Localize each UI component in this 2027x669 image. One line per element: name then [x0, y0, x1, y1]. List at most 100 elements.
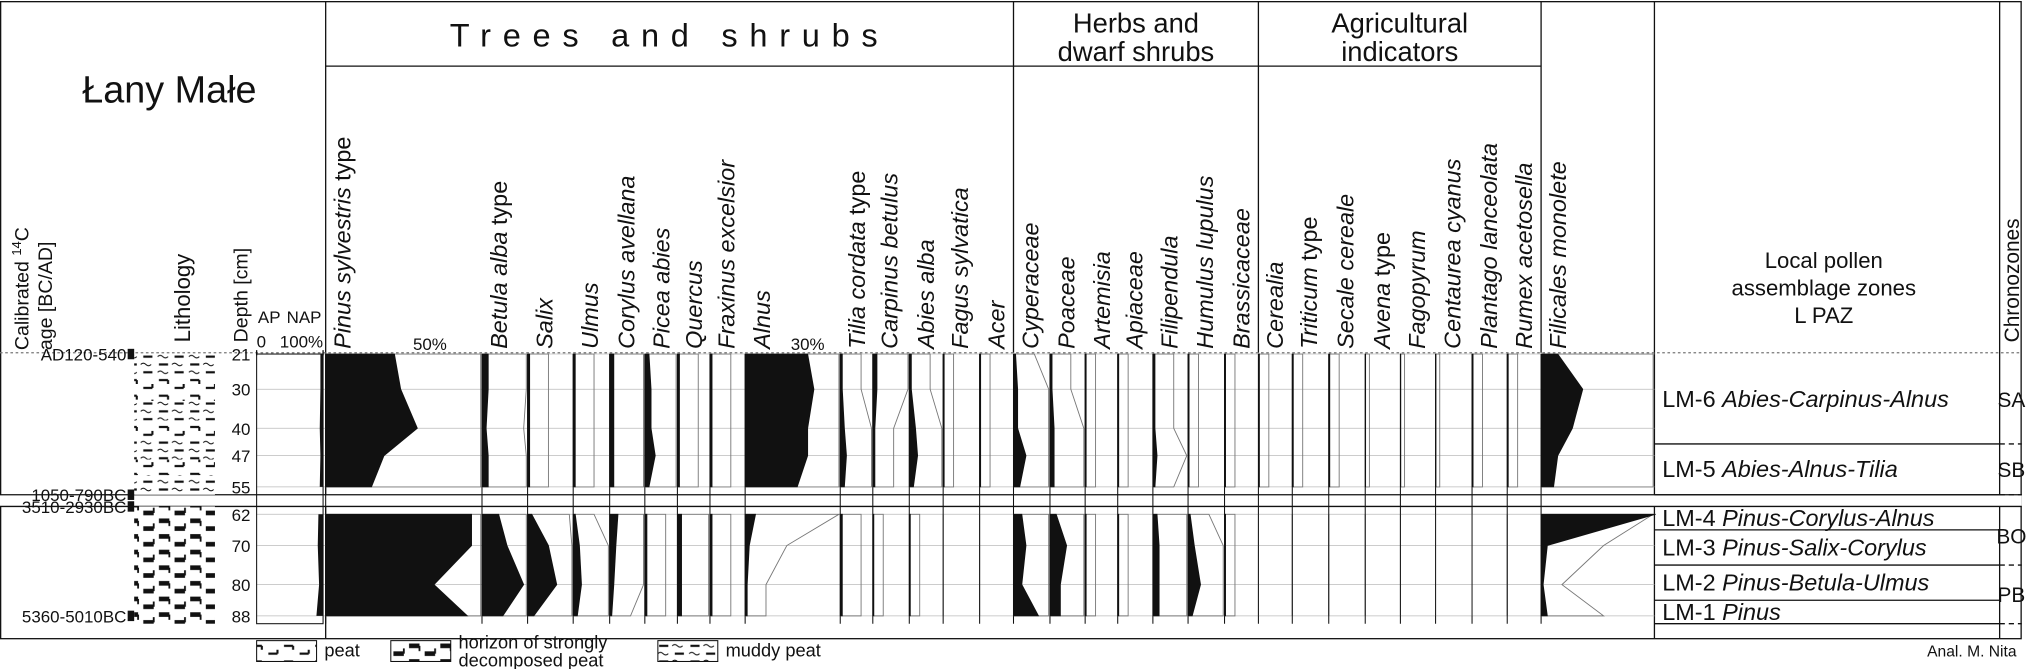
taxon-label: Corylus avellana	[613, 176, 639, 349]
date-marker	[127, 501, 135, 512]
exaggeration-curve	[909, 513, 921, 617]
exaggeration-curve	[609, 353, 644, 488]
depth-label: 62	[232, 506, 251, 525]
exaggeration-curve	[325, 353, 482, 488]
pollen-curve	[1152, 353, 1158, 488]
scale-label: 30%	[791, 335, 825, 354]
exaggeration-curve	[573, 513, 609, 617]
exaggeration-curve	[644, 353, 677, 488]
exaggeration-curve	[481, 353, 527, 488]
pollen-curve	[609, 353, 615, 488]
taxon-name: Secale cereale	[1333, 194, 1359, 349]
exaggeration-curve	[1152, 353, 1188, 488]
exaggeration-curve	[943, 353, 955, 488]
exaggeration-curve	[677, 513, 710, 617]
pollen-curve	[677, 513, 682, 617]
pollen-curve	[744, 513, 757, 617]
pollen-curve	[1540, 353, 1584, 488]
header: Local pollen	[1765, 248, 1883, 273]
exaggeration-curve	[1365, 353, 1370, 488]
taxon-label: Abies alba	[913, 239, 939, 350]
taxon-name: Salix	[531, 297, 557, 349]
chronozone-label: PB	[1997, 584, 2025, 607]
zone-label: LM-4 Pinus-Corylus-Alnus	[1662, 505, 1935, 531]
depth-label: 30	[232, 381, 251, 400]
pollen-curve	[942, 353, 945, 488]
pollen-curve	[1224, 353, 1226, 488]
exaggeration-curve	[1292, 353, 1304, 488]
depth-label: 80	[232, 576, 251, 595]
taxon-name: Triticum	[1296, 267, 1322, 349]
pollen-curve	[1187, 353, 1190, 488]
pollen-curve	[744, 353, 815, 488]
taxon-name: Brassicaceae	[1228, 208, 1254, 349]
depth-label: 70	[232, 537, 251, 556]
exaggeration-curve	[1188, 513, 1224, 617]
legend-label: peat	[324, 639, 359, 660]
pollen-curve	[1506, 353, 1509, 488]
legend-swatch	[390, 640, 452, 662]
pollen-curve	[1013, 353, 1027, 488]
taxon-name: Fraxinus excelsior	[714, 159, 740, 349]
taxon-name: Ulmus	[577, 282, 603, 349]
depth-label: 55	[232, 478, 251, 497]
lithology-layer	[134, 354, 215, 378]
taxon-name: Fagus sylvatica	[947, 187, 973, 349]
axis-label: age [BC/AD]	[35, 242, 57, 351]
taxon-name: Centaurea cyanus	[1439, 158, 1465, 349]
zone-code: LM-4	[1662, 505, 1715, 531]
taxon-label: Brassicaceae	[1228, 208, 1254, 349]
date-label: 1050-790BC	[31, 486, 126, 505]
pollen-curve	[572, 513, 582, 617]
axis-label: NAP	[287, 308, 322, 327]
exaggeration-curve	[1328, 353, 1340, 488]
taxon-label: Cyperaceae	[1017, 222, 1043, 348]
depth-label: 47	[232, 447, 251, 466]
legend-label: muddy peat	[726, 639, 821, 660]
legend-label: horizon of strongly	[459, 631, 609, 652]
pollen-curve	[1117, 353, 1120, 488]
exaggeration-curve	[1541, 353, 1654, 488]
ap-tick-label: 0	[257, 333, 266, 352]
legend-swatch	[256, 640, 318, 662]
pollen-curve	[1117, 513, 1120, 617]
ap-frame	[256, 353, 324, 625]
exaggeration-curve	[1400, 353, 1406, 488]
pollen-curve	[527, 353, 531, 488]
scale-label: 50%	[413, 335, 447, 354]
lithology-layer	[134, 475, 215, 495]
taxon-label: Filicales monolete	[1545, 161, 1571, 349]
lithology-layer	[134, 400, 215, 421]
taxon-label: Plantago lanceolata	[1476, 143, 1502, 349]
depth-label: 21	[232, 346, 251, 365]
zone-code: LM-6	[1662, 386, 1715, 412]
exaggeration-curve	[872, 353, 909, 488]
zone-name: Abies-Alnus-Tilia	[1720, 456, 1898, 482]
exaggeration-curve	[1188, 353, 1199, 488]
taxon-name: Corylus avellana	[613, 176, 639, 349]
exaggeration-curve	[1117, 353, 1129, 488]
legend-label: decomposed peat	[459, 650, 604, 669]
pollen-curve	[677, 353, 680, 488]
taxon-name: Alnus	[749, 290, 775, 351]
nap-area	[316, 514, 324, 616]
lithology-layer	[134, 440, 215, 460]
legend-swatch	[657, 640, 719, 662]
taxon-suffix: type	[844, 171, 870, 215]
taxon-name: Filicales monolete	[1545, 161, 1571, 349]
exaggeration-curve	[979, 353, 991, 488]
zone-code: LM-1	[1662, 599, 1715, 625]
date-marker	[127, 610, 135, 622]
exaggeration-curve	[1152, 513, 1188, 617]
taxon-name: Betula alba	[486, 232, 512, 349]
taxon-label: Secale cereale	[1333, 194, 1359, 349]
credit: Anal. M. Nita	[1927, 643, 2017, 660]
exaggeration-curve	[1258, 353, 1270, 488]
taxon-label: Poaceae	[1054, 256, 1080, 349]
exaggeration-curve	[1435, 353, 1441, 488]
zone-code: LM-3	[1662, 534, 1715, 560]
zone-label: LM-5 Abies-Alnus-Tilia	[1662, 456, 1898, 482]
pollen-curve	[839, 353, 847, 488]
taxon-name: Cyperaceae	[1017, 222, 1043, 348]
pollen-curve	[709, 513, 713, 617]
